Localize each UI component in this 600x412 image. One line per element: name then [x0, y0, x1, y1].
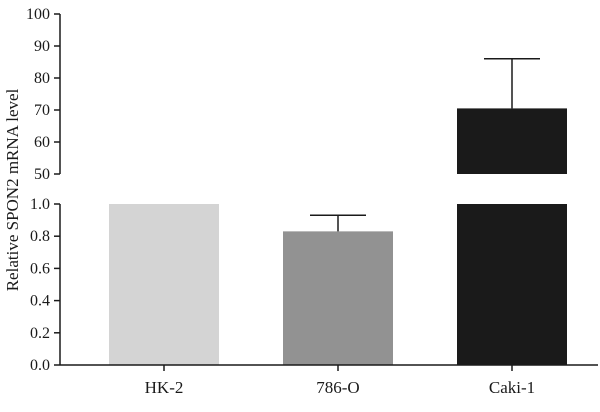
y-tick-label: 60: [34, 134, 50, 151]
y-tick-label: 0.4: [30, 293, 50, 310]
y-tick-label: 0.2: [30, 325, 50, 342]
y-tick-label: 0.8: [30, 228, 50, 245]
y-tick-label: 70: [34, 102, 50, 119]
labels-group: 50 60 70 80 90 100 0.0 0.2 0.4 0.6 0.8 1.0 HK-2 786-O…: [3, 6, 535, 397]
y-tick-label: 0.6: [30, 260, 50, 277]
y-tick-label: 100: [26, 6, 50, 23]
x-tick-label: Caki-1: [489, 378, 535, 397]
y-tick-label: 90: [34, 38, 50, 55]
bar-caki-1-upper: [457, 108, 567, 174]
error-bars-group: [310, 58, 540, 232]
bar-786-o: [283, 231, 393, 365]
bar-hk-2: [109, 204, 219, 365]
y-tick-label: 1.0: [30, 196, 50, 213]
axes-group: [54, 13, 598, 371]
x-tick-label: HK-2: [145, 378, 184, 397]
bar-caki-1-lower: [457, 204, 567, 365]
y-tick-label: 80: [34, 70, 50, 87]
y-tick-label: 50: [34, 166, 50, 183]
x-tick-label: 786-O: [316, 378, 359, 397]
y-axis-title: Relative SPON2 mRNA level: [3, 88, 22, 291]
y-tick-label: 0.0: [30, 357, 50, 374]
bars-group: [109, 108, 567, 365]
